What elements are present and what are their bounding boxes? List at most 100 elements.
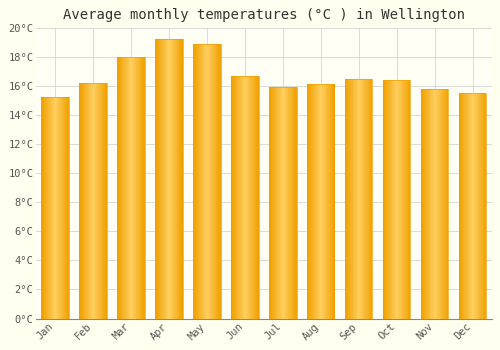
Bar	[52, 98, 53, 318]
Bar	[207, 44, 208, 318]
Bar	[66, 98, 67, 318]
Bar	[234, 76, 235, 318]
Bar	[218, 44, 219, 318]
Bar	[125, 57, 126, 318]
Bar	[235, 76, 236, 318]
Bar	[476, 93, 477, 318]
Bar	[219, 44, 220, 318]
Bar	[461, 93, 462, 318]
Bar	[177, 39, 178, 318]
Bar	[295, 87, 296, 318]
Bar	[313, 84, 314, 318]
Bar	[168, 39, 169, 318]
Bar	[82, 83, 83, 318]
Bar	[437, 89, 438, 318]
Bar	[171, 39, 172, 318]
Bar	[257, 76, 258, 318]
Bar	[165, 39, 166, 318]
Bar	[312, 84, 313, 318]
Bar	[327, 84, 328, 318]
Bar	[198, 44, 200, 318]
Bar	[169, 39, 170, 318]
Bar	[390, 80, 392, 318]
Bar	[58, 98, 59, 318]
Bar	[479, 93, 480, 318]
Bar	[173, 39, 174, 318]
Bar	[355, 78, 356, 318]
Bar	[212, 44, 213, 318]
Bar	[307, 84, 334, 318]
Bar	[405, 80, 406, 318]
Bar	[320, 84, 321, 318]
Bar	[47, 98, 48, 318]
Bar	[276, 87, 277, 318]
Bar	[459, 93, 486, 318]
Bar	[464, 93, 465, 318]
Bar	[409, 80, 410, 318]
Bar	[281, 87, 282, 318]
Bar	[478, 93, 479, 318]
Bar	[427, 89, 428, 318]
Bar	[100, 83, 102, 318]
Bar	[402, 80, 403, 318]
Bar	[443, 89, 444, 318]
Bar	[256, 76, 257, 318]
Bar	[96, 83, 97, 318]
Bar	[130, 57, 131, 318]
Bar	[93, 83, 94, 318]
Bar	[369, 78, 370, 318]
Bar	[241, 76, 242, 318]
Bar	[351, 78, 352, 318]
Bar	[270, 87, 271, 318]
Bar	[239, 76, 240, 318]
Bar	[275, 87, 276, 318]
Bar	[166, 39, 167, 318]
Bar	[195, 44, 196, 318]
Bar	[354, 78, 355, 318]
Bar	[215, 44, 216, 318]
Bar	[140, 57, 141, 318]
Bar	[269, 87, 296, 318]
Bar	[92, 83, 93, 318]
Bar	[285, 87, 286, 318]
Bar	[208, 44, 209, 318]
Bar	[119, 57, 120, 318]
Bar	[434, 89, 436, 318]
Bar	[366, 78, 367, 318]
Bar	[142, 57, 143, 318]
Bar	[398, 80, 399, 318]
Bar	[442, 89, 443, 318]
Bar	[88, 83, 89, 318]
Bar	[56, 98, 58, 318]
Bar	[475, 93, 476, 318]
Bar	[94, 83, 95, 318]
Bar	[83, 83, 84, 318]
Bar	[463, 93, 464, 318]
Bar	[348, 78, 349, 318]
Bar	[282, 87, 283, 318]
Bar	[271, 87, 272, 318]
Bar	[364, 78, 365, 318]
Bar	[84, 83, 85, 318]
Bar	[129, 57, 130, 318]
Bar	[216, 44, 217, 318]
Bar	[394, 80, 395, 318]
Bar	[349, 78, 350, 318]
Bar	[127, 57, 128, 318]
Bar	[126, 57, 127, 318]
Bar	[316, 84, 317, 318]
Bar	[287, 87, 288, 318]
Bar	[178, 39, 179, 318]
Bar	[180, 39, 181, 318]
Bar	[329, 84, 330, 318]
Bar	[137, 57, 138, 318]
Bar	[65, 98, 66, 318]
Bar	[105, 83, 106, 318]
Bar	[423, 89, 424, 318]
Bar	[326, 84, 327, 318]
Bar	[172, 39, 173, 318]
Bar	[274, 87, 275, 318]
Bar	[403, 80, 404, 318]
Bar	[118, 57, 144, 318]
Bar	[194, 44, 195, 318]
